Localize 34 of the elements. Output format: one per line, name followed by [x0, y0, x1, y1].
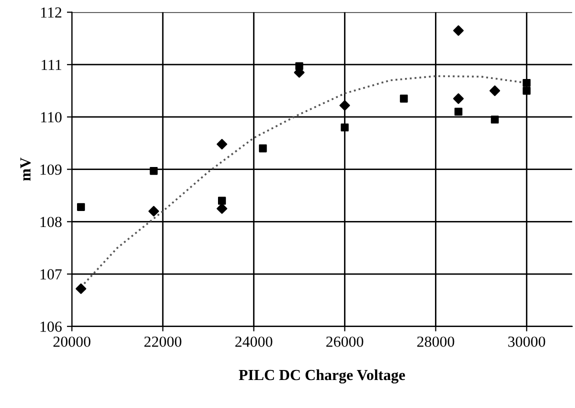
y-tick-label: 111	[42, 60, 62, 70]
point	[339, 100, 350, 111]
point	[148, 206, 160, 217]
y-tick-label: 107	[40, 269, 62, 280]
x-tick-label: 28000	[417, 336, 454, 347]
point	[340, 123, 349, 132]
y-tick-label: 110	[41, 112, 62, 122]
x-tick-label: 30000	[508, 336, 546, 347]
point	[218, 196, 226, 205]
point	[522, 78, 531, 87]
y-tick-label: 109	[40, 164, 62, 175]
point	[453, 93, 464, 104]
point	[490, 85, 500, 96]
y-tick-label: 108	[40, 216, 62, 228]
x-axis-title: PILC DC Charge Voltage	[238, 369, 405, 384]
point	[453, 25, 464, 36]
y-tick-label: 112	[41, 7, 62, 18]
x-tick-label: 20000	[53, 336, 90, 347]
point	[77, 203, 85, 211]
point	[150, 166, 158, 175]
x-tick-label: 22000	[144, 336, 182, 347]
point	[295, 62, 304, 70]
point	[76, 283, 86, 294]
y-tick-label: 106	[40, 322, 62, 332]
point	[522, 86, 531, 95]
point	[400, 94, 408, 103]
x-tick-label: 24000	[235, 336, 272, 347]
point	[490, 116, 499, 124]
point	[454, 108, 462, 116]
point	[258, 144, 267, 152]
x-tick-label: 26000	[326, 336, 364, 347]
point	[216, 203, 228, 214]
y-axis-title: mV	[20, 158, 31, 181]
point	[216, 138, 228, 150]
